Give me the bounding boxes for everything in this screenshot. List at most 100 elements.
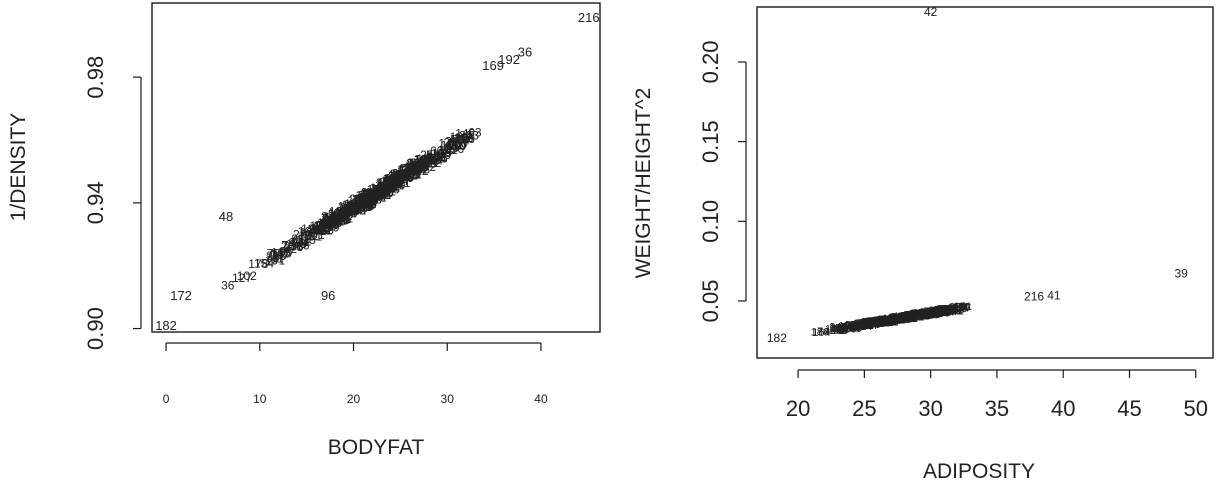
point-label: 58 [940, 305, 952, 317]
point-label: 8 [376, 182, 383, 196]
point-label: 166 [914, 310, 932, 322]
point-label: 184 [423, 153, 443, 167]
point-label: 112 [893, 311, 911, 323]
point-label: 237 [408, 160, 428, 174]
point-label: 178 [900, 313, 918, 325]
point-label: 44 [892, 313, 904, 325]
point-label: 198 [344, 197, 364, 211]
point-label: 168 [380, 174, 400, 188]
point-label: 21 [378, 179, 392, 193]
point-label: 53 [384, 174, 398, 188]
point-label: 27 [900, 311, 912, 323]
point-label: 154 [450, 134, 470, 148]
point-label: 172 [324, 213, 344, 227]
point-label: 103 [926, 308, 944, 320]
point-label: 1 [313, 219, 320, 233]
point-label: 214 [402, 163, 422, 177]
point-label: 157 [373, 184, 393, 198]
point-label: 1 [877, 318, 883, 330]
point-label: 195 [416, 152, 436, 166]
point-label: 5 [390, 180, 397, 194]
point-label: 175 [384, 172, 404, 186]
point-label: 50 [450, 132, 464, 146]
point-label: 222 [409, 164, 429, 178]
point-label: 19 [376, 180, 390, 194]
point-label: 7 [281, 239, 288, 253]
point-label: 239 [361, 186, 381, 200]
point-label: 8 [899, 311, 905, 323]
point-label-96: 96 [321, 288, 335, 303]
point-label: 190 [385, 172, 405, 186]
point-label: 64 [937, 307, 949, 319]
point-label: 154 [254, 256, 274, 270]
point-label: 7 [323, 217, 330, 231]
point-label: 16 [836, 323, 848, 335]
point-label: 79 [438, 148, 452, 162]
point-label: 181 [348, 193, 368, 207]
point-label: 234 [321, 210, 341, 224]
point-label: 235 [362, 187, 382, 201]
point-label: 80 [393, 168, 407, 182]
point-label: 49 [289, 235, 303, 249]
point-label: 41 [887, 314, 899, 326]
point-label: 1 [466, 128, 473, 142]
point-label: 24 [346, 201, 360, 215]
point-label: 40 [888, 314, 900, 326]
point-label: 23 [843, 323, 855, 335]
point-label: 201 [864, 318, 882, 330]
point-label: 210 [900, 313, 918, 325]
point-label: 169 [367, 183, 387, 197]
point-label: 225 [943, 305, 961, 317]
point-label: 18 [313, 223, 327, 237]
point-label-39: 39 [1175, 267, 1189, 281]
point-label: 3 [941, 307, 947, 319]
point-label: 242 [361, 192, 381, 206]
point-label: 54 [885, 315, 897, 327]
point-label: 238 [937, 303, 955, 315]
point-label: 100 [441, 138, 461, 152]
point-label: 124 [319, 216, 339, 230]
point-label: 146 [356, 191, 376, 205]
point-label: 77 [897, 313, 909, 325]
point-label: 93 [405, 169, 419, 183]
point-label: 125 [394, 170, 414, 184]
point-label: 159 [382, 172, 402, 186]
point-label: 39 [270, 248, 284, 262]
point-label: 210 [328, 207, 348, 221]
point-label: 83 [372, 186, 386, 200]
point-label: 129 [397, 165, 417, 179]
point-label: 181 [355, 198, 375, 212]
point-label: 87 [933, 306, 945, 318]
point-label: 151 [916, 309, 934, 321]
point-label: 166 [307, 223, 327, 237]
point-label: 152 [393, 169, 413, 183]
point-label: 106 [923, 308, 941, 320]
point-label: 168 [352, 192, 372, 206]
point-label: 22 [383, 174, 397, 188]
point-label: 204 [376, 176, 396, 190]
point-label: 206 [876, 317, 894, 329]
point-label: 103 [357, 192, 377, 206]
point-label: 162 [880, 314, 898, 326]
point-label: 213 [291, 232, 311, 246]
point-label: 193 [838, 321, 856, 333]
point-label: 167 [328, 206, 348, 220]
point-label: 60 [955, 303, 967, 315]
point-label: 223 [949, 301, 967, 313]
point-label: 167 [298, 224, 318, 238]
point-label-169: 169 [482, 58, 504, 73]
point-label: 209 [930, 306, 948, 318]
point-label: 101 [304, 228, 324, 242]
point-label-192: 192 [498, 52, 520, 67]
point-label: 91 [830, 323, 842, 335]
point-label: 120 [353, 196, 373, 210]
point-label: 59 [890, 315, 902, 327]
point-label: 143 [854, 320, 872, 332]
point-label: 186 [904, 309, 922, 321]
point-label: 219 [865, 317, 883, 329]
point-label: 201 [851, 320, 869, 332]
point-label: 114 [932, 305, 950, 317]
point-label: 12 [460, 131, 474, 145]
y-tick-label: 0.10 [698, 200, 723, 243]
point-label: 130 [844, 320, 862, 332]
